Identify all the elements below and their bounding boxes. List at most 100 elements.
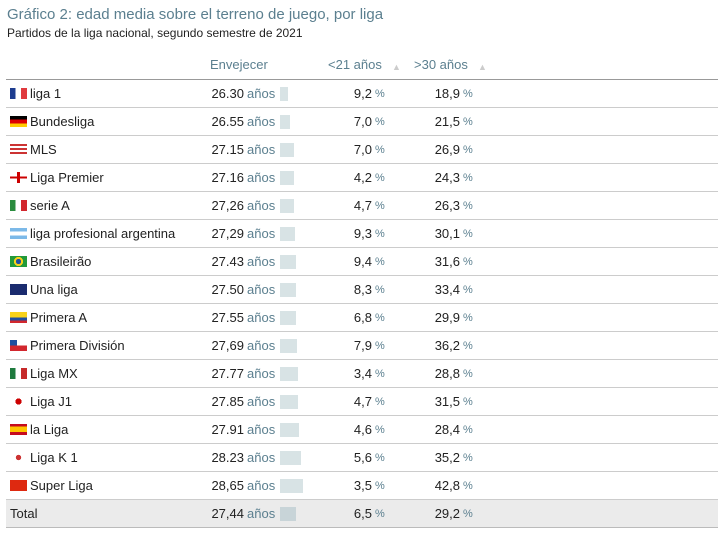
flag-icon-fr bbox=[10, 88, 27, 99]
table-row: Liga K 1 28.23 años 5,6 % 35,2 % bbox=[6, 444, 718, 472]
over-30-value: 29,2 bbox=[434, 506, 460, 521]
table-row: la Liga 27.91 años 4,6 % 28,4 % bbox=[6, 416, 718, 444]
under-21-value: 7,9 bbox=[353, 338, 372, 353]
age-bar bbox=[280, 339, 298, 353]
table-body: liga 1 26.30 años 9,2 % 18,9 % Bundesliga… bbox=[6, 80, 718, 528]
percent-unit: % bbox=[463, 312, 473, 324]
table-row: serie A 27,26 años 4,7 % 26,3 % bbox=[6, 192, 718, 220]
age-unit: años bbox=[247, 450, 276, 465]
header-envejecer[interactable]: Envejecer bbox=[210, 57, 268, 72]
flag-icon-br bbox=[10, 256, 27, 267]
percent-unit: % bbox=[375, 256, 385, 268]
sort-icon[interactable]: ▲ bbox=[478, 62, 487, 72]
header-over-30[interactable]: >30 años bbox=[414, 57, 468, 72]
percent-unit: % bbox=[375, 116, 385, 128]
average-age: 26.30 bbox=[211, 86, 244, 101]
percent-unit: % bbox=[375, 396, 385, 408]
table-row: Primera División 27,69 años 7,9 % 36,2 % bbox=[6, 332, 718, 360]
age-unit: años bbox=[247, 422, 276, 437]
age-unit: años bbox=[247, 478, 276, 493]
age-unit: años bbox=[247, 310, 276, 325]
age-bar bbox=[280, 115, 290, 129]
over-30-value: 21,5 bbox=[434, 114, 460, 129]
league-name: Liga K 1 bbox=[30, 450, 78, 465]
percent-unit: % bbox=[463, 116, 473, 128]
average-age: 27.50 bbox=[211, 282, 244, 297]
percent-unit: % bbox=[375, 424, 385, 436]
flag-icon-mx bbox=[10, 368, 27, 379]
chart-subtitle: Partidos de la liga nacional, segundo se… bbox=[7, 26, 303, 40]
flag-icon-ar bbox=[10, 228, 27, 239]
age-unit: años bbox=[247, 142, 276, 157]
age-unit: años bbox=[247, 282, 276, 297]
age-unit: años bbox=[247, 114, 276, 129]
age-bar bbox=[280, 423, 299, 437]
under-21-value: 6,5 bbox=[353, 506, 372, 521]
average-age: 27.85 bbox=[211, 394, 244, 409]
league-name: la Liga bbox=[30, 422, 69, 437]
table-row: Liga Premier 27.16 años 4,2 % 24,3 % bbox=[6, 164, 718, 192]
age-bar bbox=[280, 367, 298, 381]
over-30-value: 33,4 bbox=[434, 282, 460, 297]
flag-icon-it bbox=[10, 200, 27, 211]
over-30-value: 28,8 bbox=[434, 366, 460, 381]
age-unit: años bbox=[247, 226, 276, 241]
over-30-value: 30,1 bbox=[434, 226, 460, 241]
over-30-value: 29,9 bbox=[434, 310, 460, 325]
league-age-table: Envejecer <21 años ▲ >30 años ▲ liga 1 2… bbox=[6, 52, 718, 528]
age-bar bbox=[280, 451, 301, 465]
age-bar bbox=[280, 395, 299, 409]
flag-icon-en bbox=[10, 172, 27, 183]
table-row: Primera A 27.55 años 6,8 % 29,9 % bbox=[6, 304, 718, 332]
league-name: MLS bbox=[30, 142, 57, 157]
average-age: 27.16 bbox=[211, 170, 244, 185]
age-bar bbox=[280, 171, 294, 185]
table-row: liga 1 26.30 años 9,2 % 18,9 % bbox=[6, 80, 718, 108]
flag-icon-co bbox=[10, 312, 27, 323]
league-name: Liga MX bbox=[30, 366, 78, 381]
percent-unit: % bbox=[375, 228, 385, 240]
under-21-value: 4,6 bbox=[353, 422, 372, 437]
flag-icon-cn bbox=[10, 480, 27, 491]
percent-unit: % bbox=[463, 480, 473, 492]
league-name: Primera A bbox=[30, 310, 88, 325]
table-row: Liga J1 27.85 años 4,7 % 31,5 % bbox=[6, 388, 718, 416]
league-name: serie A bbox=[30, 198, 70, 213]
age-bar bbox=[280, 255, 296, 269]
average-age: 27.91 bbox=[211, 422, 244, 437]
percent-unit: % bbox=[463, 144, 473, 156]
average-age: 27,29 bbox=[211, 226, 244, 241]
under-21-value: 3,4 bbox=[353, 366, 372, 381]
percent-unit: % bbox=[375, 368, 385, 380]
percent-unit: % bbox=[463, 508, 473, 520]
under-21-value: 4,7 bbox=[353, 394, 372, 409]
average-age: 27,69 bbox=[211, 338, 244, 353]
under-21-value: 7,0 bbox=[353, 142, 372, 157]
age-unit: años bbox=[247, 254, 276, 269]
over-30-value: 42,8 bbox=[434, 478, 460, 493]
age-bar bbox=[280, 227, 295, 241]
table-row: Liga MX 27.77 años 3,4 % 28,8 % bbox=[6, 360, 718, 388]
percent-unit: % bbox=[375, 340, 385, 352]
under-21-value: 5,6 bbox=[353, 450, 372, 465]
age-unit: años bbox=[247, 506, 276, 521]
flag-icon-es bbox=[10, 424, 27, 435]
league-name: Brasileirão bbox=[30, 254, 92, 269]
under-21-value: 4,2 bbox=[353, 170, 372, 185]
age-bar bbox=[280, 143, 294, 157]
average-age: 27,44 bbox=[211, 506, 244, 521]
table-row: MLS 27.15 años 7,0 % 26,9 % bbox=[6, 136, 718, 164]
flag-icon-de bbox=[10, 116, 27, 127]
average-age: 26.55 bbox=[211, 114, 244, 129]
age-unit: años bbox=[247, 198, 276, 213]
header-under-21[interactable]: <21 años bbox=[328, 57, 382, 72]
percent-unit: % bbox=[463, 256, 473, 268]
age-unit: años bbox=[247, 170, 276, 185]
age-unit: años bbox=[247, 86, 276, 101]
percent-unit: % bbox=[375, 88, 385, 100]
flag-icon-kr bbox=[10, 452, 27, 463]
percent-unit: % bbox=[463, 200, 473, 212]
sort-icon[interactable]: ▲ bbox=[392, 62, 401, 72]
percent-unit: % bbox=[463, 396, 473, 408]
league-name: Total bbox=[10, 506, 38, 521]
